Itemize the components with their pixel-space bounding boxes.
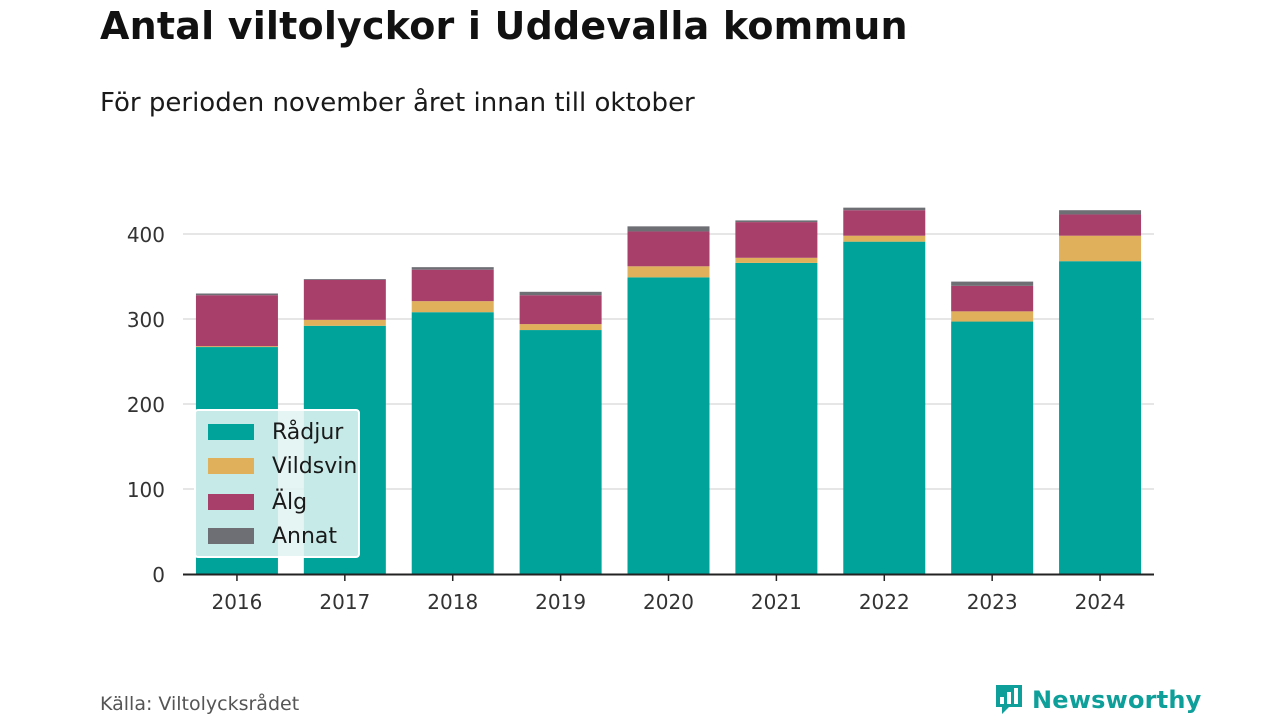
bar-2023-alg (951, 285, 1034, 312)
y-tick-label-0: 0 (152, 563, 165, 587)
bar-2021-vildsvin (735, 257, 818, 263)
x-tick-label-2020: 2020 (643, 590, 694, 614)
bar-2023-radjur (951, 321, 1034, 574)
legend-item-alg: Älg (208, 489, 307, 515)
bar-2019-alg (519, 295, 602, 325)
legend-item-vildsvin: Vildsvin (208, 453, 357, 479)
bar-2017-vildsvin (303, 319, 386, 326)
bar-2016-vildsvin (195, 346, 278, 348)
bar-2020-vildsvin (627, 266, 710, 278)
chart-subtitle: För perioden november året innan till ok… (100, 88, 695, 118)
bar-2018-alg (411, 269, 494, 302)
legend-item-annat: Annat (208, 523, 337, 549)
x-tick-label-2019: 2019 (535, 590, 586, 614)
x-tick-label-2018: 2018 (427, 590, 478, 614)
bar-2017-annat (303, 279, 386, 280)
chart-title: Antal viltolyckor i Uddevalla kommun (100, 4, 908, 48)
legend-swatch-radjur (208, 424, 254, 440)
bar-2023-vildsvin (951, 311, 1034, 322)
bar-2016-annat (195, 293, 278, 296)
legend-swatch-alg (208, 494, 254, 510)
x-tick-label-2021: 2021 (751, 590, 802, 614)
legend: Rådjur Vildsvin Älg Annat (194, 409, 360, 558)
y-axis-ticks: 0 100 200 300 400 (127, 223, 165, 587)
bar-2018-radjur (411, 312, 494, 574)
bar-2024-vildsvin (1059, 235, 1142, 262)
x-tick-label-2023: 2023 (967, 590, 1018, 614)
y-tick-label-200: 200 (127, 393, 165, 417)
bar-2019-radjur (519, 330, 602, 574)
bar-2017-alg (303, 279, 386, 320)
legend-label-annat: Annat (272, 523, 338, 549)
bar-2021-annat (735, 220, 818, 223)
bar-2022-vildsvin (843, 235, 926, 242)
x-tick-label-2022: 2022 (859, 590, 910, 614)
legend-swatch-annat (208, 528, 254, 544)
x-tick-label-2016: 2016 (211, 590, 262, 614)
x-tick-label-2017: 2017 (319, 590, 370, 614)
x-tick-label-2024: 2024 (1075, 590, 1126, 614)
y-tick-label-400: 400 (127, 223, 165, 247)
bar-2020-alg (627, 231, 710, 267)
brand: Newsworthy (994, 683, 1202, 717)
bar-2019-annat (519, 291, 602, 296)
legend-label-alg: Älg (272, 489, 308, 515)
bar-2016-alg (195, 295, 278, 347)
legend-label-radjur: Rådjur (272, 419, 344, 445)
bar-2021-alg (735, 222, 818, 258)
legend-swatch-vildsvin (208, 458, 254, 474)
x-axis: 2016 2017 2018 2019 2020 2021 2022 2023 2024 (183, 573, 1154, 614)
bar-2024-radjur (1059, 261, 1142, 574)
bar-2018-vildsvin (411, 301, 494, 313)
y-tick-label-100: 100 (127, 478, 165, 502)
bar-2020-annat (627, 226, 710, 232)
bar-2018-annat (411, 267, 494, 270)
bar-2020-radjur (627, 277, 710, 574)
brand-name: Newsworthy (1032, 686, 1202, 714)
bar-2022-radjur (843, 241, 926, 574)
bar-2023-annat (951, 281, 1034, 286)
bar-2021-radjur (735, 262, 818, 574)
y-tick-label-300: 300 (127, 308, 165, 332)
bar-2022-annat (843, 207, 926, 211)
legend-item-radjur: Rådjur (208, 419, 343, 445)
bar-2024-annat (1059, 210, 1142, 215)
newsworthy-logo-icon (996, 685, 1022, 714)
bar-2019-vildsvin (519, 324, 602, 331)
source-note: Källa: Viltolycksrådet (100, 693, 300, 715)
bar-2022-alg (843, 210, 926, 236)
bar-2024-alg (1059, 214, 1142, 236)
legend-label-vildsvin: Vildsvin (272, 453, 358, 479)
